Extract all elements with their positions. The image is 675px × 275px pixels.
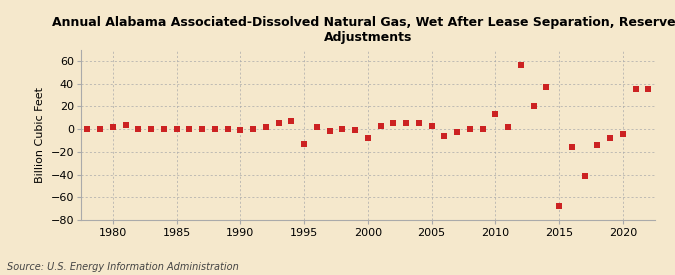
Point (566, 145, 577, 149)
Point (490, 112, 501, 117)
Point (261, 125, 271, 129)
Point (630, 87, 641, 92)
Point (299, 142, 310, 146)
Point (159, 127, 169, 131)
Point (554, 204, 564, 208)
Point (248, 127, 259, 131)
Point (196, 127, 207, 131)
Point (70, 127, 80, 131)
Point (579, 174, 590, 178)
Point (503, 125, 514, 129)
Point (107, 125, 118, 129)
Point (643, 87, 654, 92)
Point (362, 136, 373, 140)
Point (324, 129, 335, 134)
Text: Source: U.S. Energy Information Administration: Source: U.S. Energy Information Administ… (7, 262, 238, 272)
Point (426, 123, 437, 128)
Point (146, 127, 157, 131)
Point (171, 127, 182, 131)
Y-axis label: Billion Cubic Feet: Billion Cubic Feet (35, 87, 45, 183)
Point (82, 127, 92, 131)
Title: Annual Alabama Associated-Dissolved Natural Gas, Wet After Lease Separation, Res: Annual Alabama Associated-Dissolved Natu… (53, 16, 675, 44)
Point (452, 130, 462, 135)
Point (273, 121, 284, 126)
Point (120, 122, 131, 127)
Point (184, 127, 195, 131)
Point (235, 128, 246, 132)
Point (529, 104, 539, 109)
Point (388, 121, 399, 126)
Point (477, 127, 488, 131)
Point (401, 121, 412, 126)
Point (311, 125, 322, 129)
Point (516, 63, 526, 68)
Point (605, 136, 616, 140)
Point (95, 127, 105, 131)
Point (618, 131, 628, 136)
Point (222, 127, 233, 131)
Point (209, 127, 220, 131)
Point (350, 128, 360, 132)
Point (337, 127, 348, 131)
Point (414, 121, 425, 126)
Point (464, 127, 475, 131)
Point (439, 134, 450, 138)
Point (541, 85, 551, 89)
Point (286, 119, 297, 123)
Point (592, 143, 603, 147)
Point (133, 127, 144, 131)
Point (375, 123, 386, 128)
